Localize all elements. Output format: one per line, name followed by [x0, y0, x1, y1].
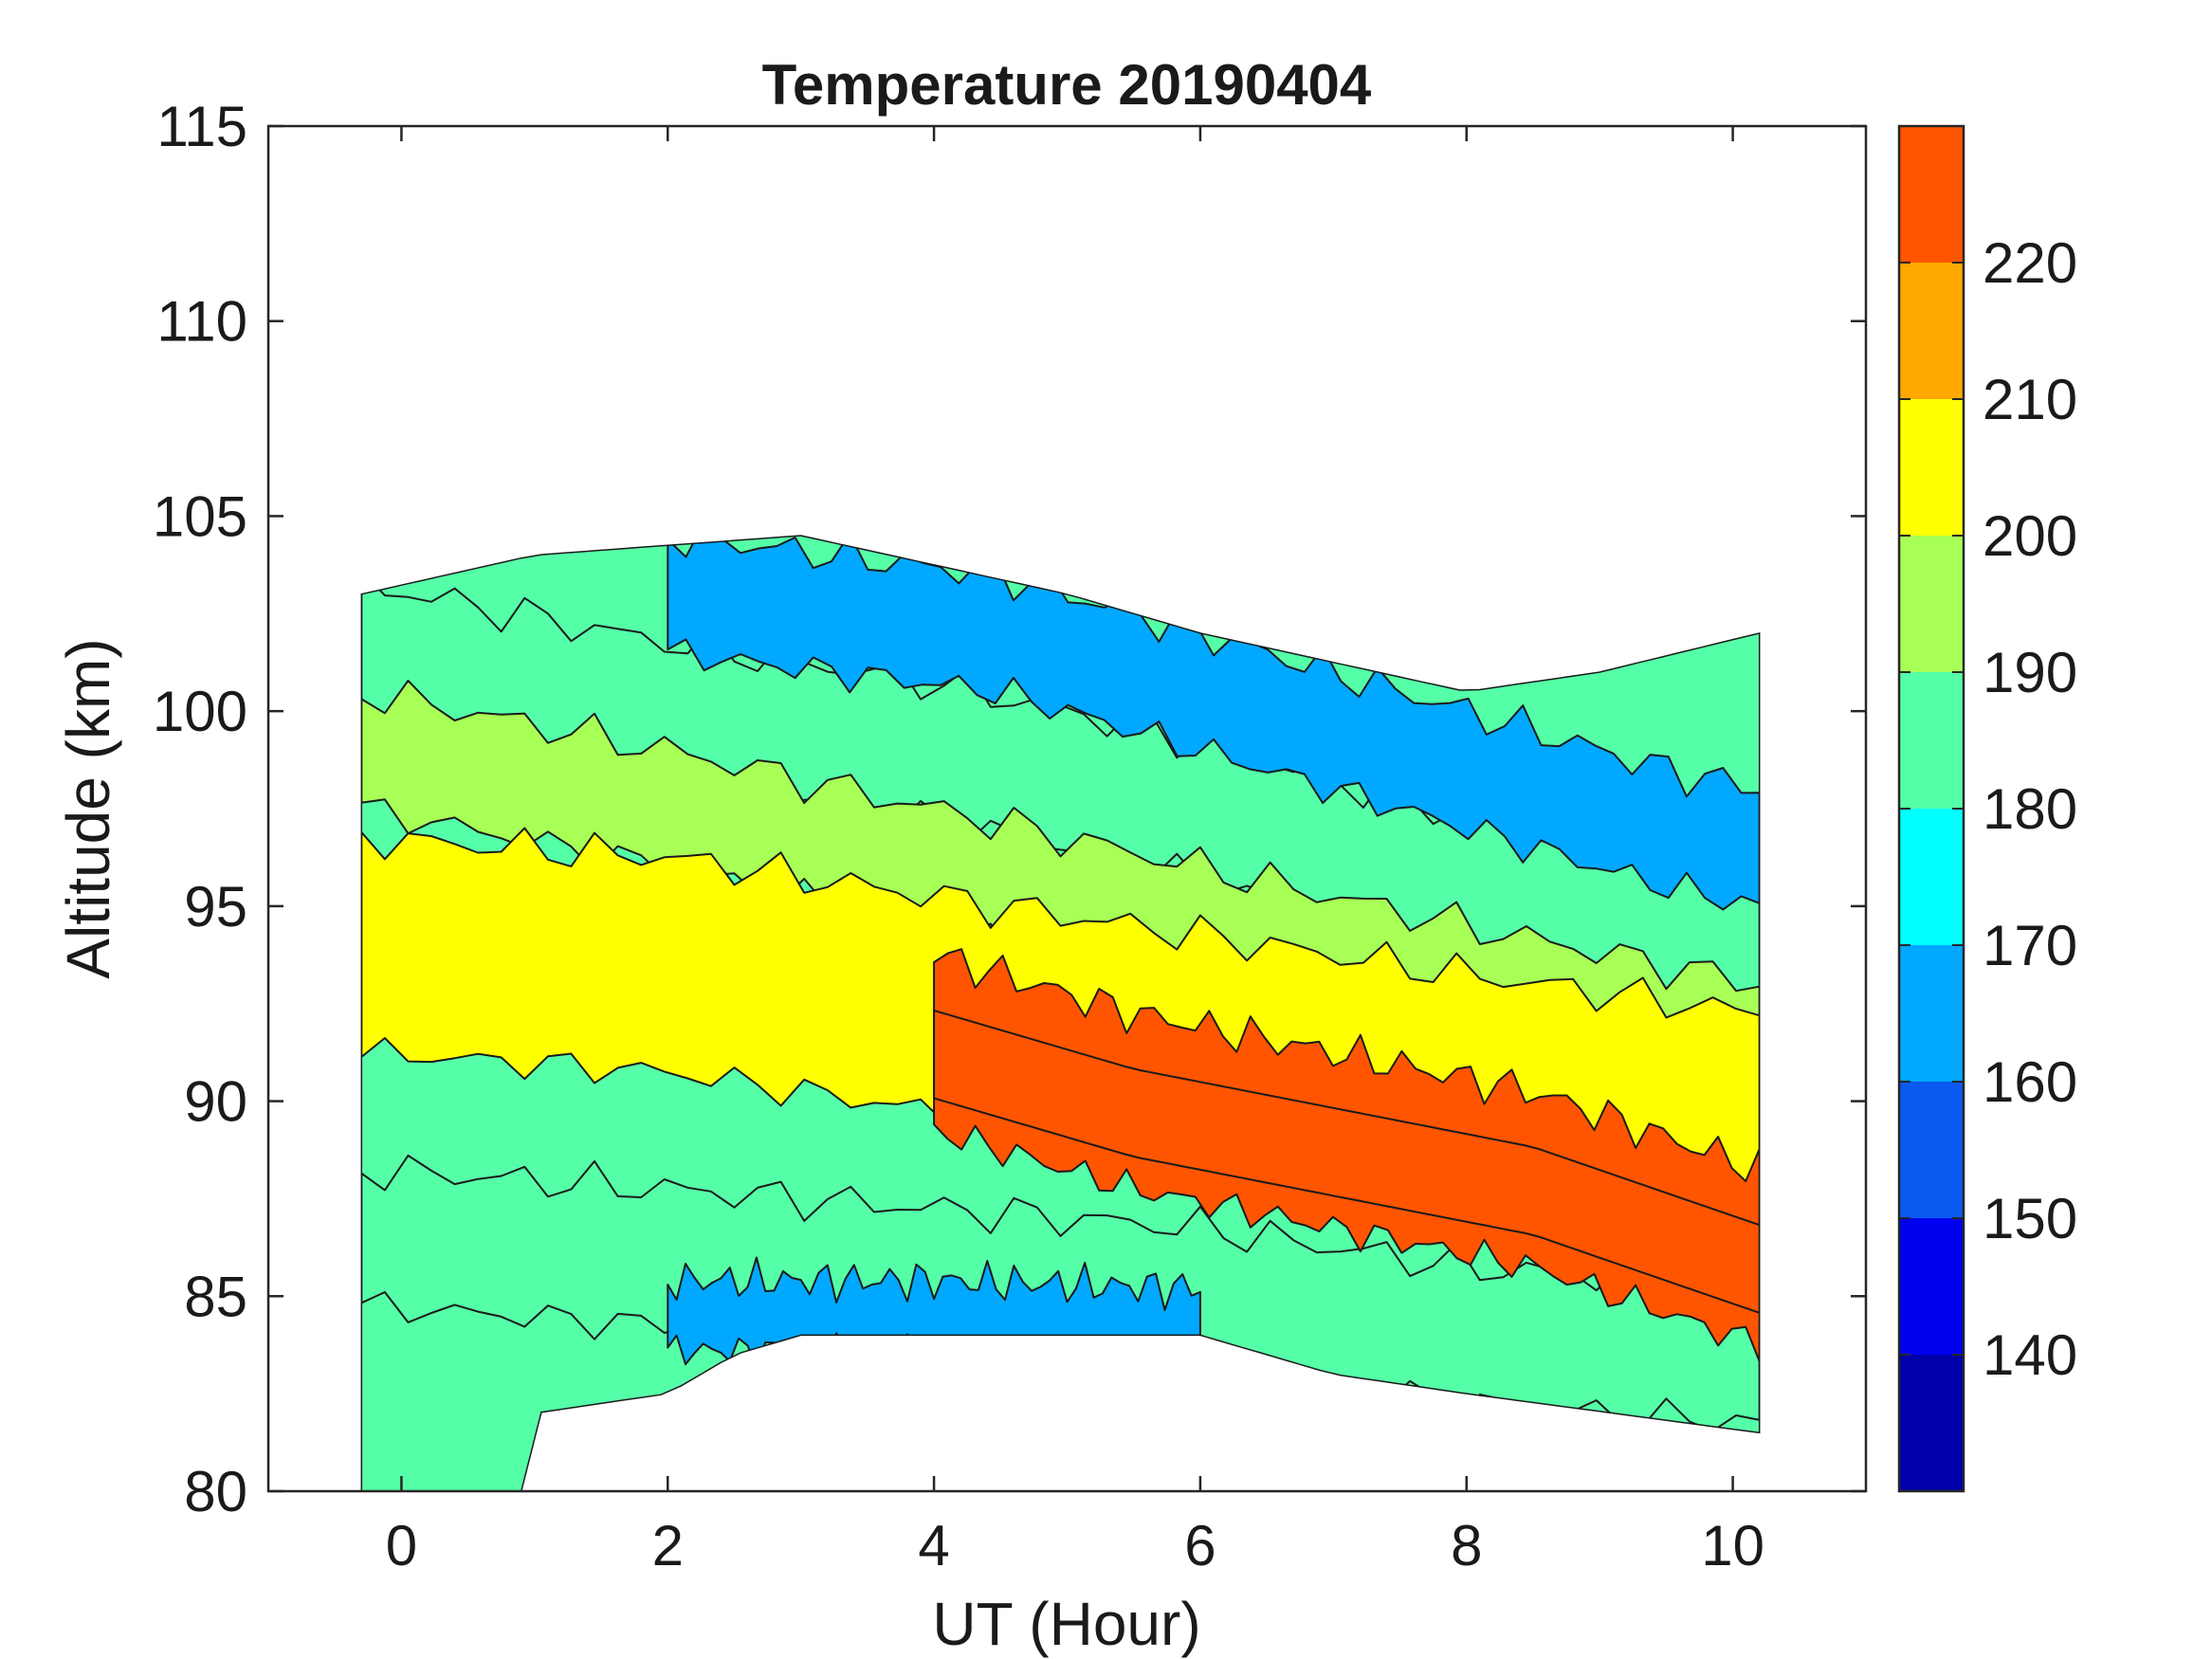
- colorbar-tick-label: 180: [1983, 777, 2077, 841]
- colorbar: 140 150 160 170 180 190 200 210 220: [1897, 124, 2077, 1493]
- temperature-field: [360, 535, 1761, 1491]
- y-tick-label: 90: [184, 1070, 247, 1134]
- colorbar-tick-label: 220: [1983, 231, 2077, 295]
- colorbar-segment: [1899, 672, 1964, 809]
- colorbar-tick-label: 140: [1983, 1323, 2077, 1387]
- colorbar-segment: [1899, 809, 1964, 945]
- y-tick-label: 100: [153, 680, 247, 743]
- colorbar-segment: [1899, 945, 1964, 1082]
- y-axis-ticks: 80 85 90 95 100 105 110 115: [153, 95, 1866, 1523]
- x-tick-label: 6: [1184, 1514, 1216, 1577]
- colorbar-tick-label: 170: [1983, 914, 2077, 977]
- colorbar-tick-label: 160: [1983, 1050, 2077, 1114]
- chart-title: Temperature 20190404: [762, 53, 1372, 117]
- colorbar-segment: [1899, 1218, 1964, 1355]
- colorbar-segment: [1899, 1082, 1964, 1218]
- y-tick-label: 95: [184, 875, 247, 939]
- plot-frame: [266, 124, 1868, 1493]
- y-tick-label: 105: [153, 484, 247, 548]
- x-tick-label: 0: [386, 1514, 417, 1577]
- colorbar-segment: [1899, 263, 1964, 399]
- x-tick-label: 10: [1701, 1514, 1764, 1577]
- colorbar-tick-label: 150: [1983, 1187, 2077, 1250]
- coverage-outline: [360, 535, 1761, 1491]
- y-tick-label: 115: [156, 95, 247, 158]
- contour-band-hottest-core-peak: [933, 1009, 1760, 1315]
- colorbar-segment: [1899, 399, 1964, 536]
- x-tick-label: 4: [918, 1514, 949, 1577]
- x-tick-label: 2: [652, 1514, 684, 1577]
- colorbar-tick-label: 190: [1983, 641, 2077, 704]
- y-tick-label: 80: [184, 1460, 247, 1523]
- x-axis-ticks: 0 2 4 6 8 10: [386, 126, 1764, 1577]
- y-tick-label: 85: [184, 1265, 247, 1328]
- y-axis-label: Altitude (km): [54, 638, 122, 978]
- y-tick-label: 110: [156, 290, 247, 354]
- x-tick-label: 8: [1451, 1514, 1482, 1577]
- colorbar-tick-label: 200: [1983, 504, 2077, 568]
- colorbar-tick-label: 210: [1983, 368, 2077, 431]
- x-axis-label: UT (Hour): [932, 1590, 1200, 1658]
- colorbar-segment: [1899, 126, 1964, 263]
- colorbar-segment: [1899, 1355, 1964, 1491]
- colorbar-segment: [1899, 536, 1964, 672]
